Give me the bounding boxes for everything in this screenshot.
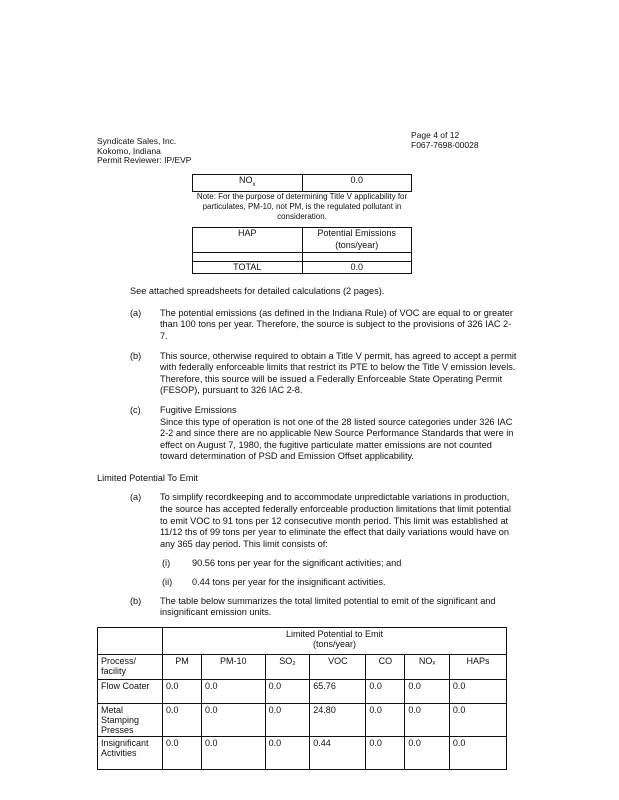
total-value: 0.0 [301, 260, 412, 275]
sub-i: (i) 90.56 tons per year for the signific… [162, 558, 512, 570]
table-cell: 0.44 [309, 735, 367, 770]
table-cell: 0.0 [404, 735, 450, 770]
table-cell: 0.0 [200, 735, 266, 770]
sub-ii-text: 0.44 tons per year for the insignificant… [192, 577, 386, 588]
table-cell: 0.0 [264, 678, 311, 704]
company-name: Syndicate Sales, Inc. [97, 136, 177, 146]
nox-value: 0.0 [301, 173, 412, 193]
column-header: SO₂ [264, 653, 311, 680]
table-cell: 0.0 [200, 702, 266, 737]
row-name: Metal Stamping Presses [97, 702, 163, 737]
nox-table: NOx 0.0 [192, 173, 412, 193]
limited-pte-table: Limited Potential to Emit (tons/year) Pro… [97, 626, 508, 770]
table-cell: 24.80 [309, 702, 367, 737]
item-a-label: (a) [130, 307, 142, 318]
table-row: Flow Coater 0.0 0.0 0.0 65.76 0.0 0.0 0.0 [97, 678, 508, 704]
header-right: Page 4 of 12 F067-7698-00028 [411, 130, 479, 150]
item-b-text: This source, otherwise required to obtai… [160, 350, 517, 396]
limited-b: (b) The table below summarizes the total… [130, 596, 518, 619]
table-row: Metal Stamping Presses 0.0 0.0 0.0 24.80 0.0 0… [97, 702, 508, 737]
limited-pte-heading: Limited Potential To Emit [97, 472, 198, 483]
sub-i-text: 90.56 tons per year for the significant … [192, 558, 402, 569]
table-cell: 0.0 [404, 702, 450, 737]
pm10-note: Note: For the purpose of determining Tit… [196, 192, 408, 222]
sub-ii: (ii) 0.44 tons per year for the insignif… [162, 577, 512, 589]
table-cell: 0.0 [264, 702, 311, 737]
sub-i-label: (i) [162, 558, 171, 569]
item-a: (a) The potential emissions (as defined … [130, 308, 518, 343]
row-name: Insignificant Activities [97, 735, 163, 770]
total-label: TOTAL [192, 260, 303, 275]
item-b-label: (b) [130, 350, 142, 361]
table-cell: 0.0 [365, 678, 406, 704]
page-number: Page 4 of 12 [411, 130, 460, 140]
potential-emissions-header: Potential Emissions (tons/year) [301, 227, 412, 253]
table-cell: 0.0 [200, 678, 266, 704]
table-cell: 0.0 [448, 678, 508, 704]
nox-label: NOx [192, 173, 303, 193]
column-header: NOₓ [404, 653, 450, 680]
table-cell: 0.0 [365, 702, 406, 737]
table-cell: 0.0 [404, 678, 450, 704]
table-cell: 0.0 [448, 735, 508, 770]
table-row: Insignificant Activities 0.0 0.0 0.0 0.44 0.0… [97, 735, 508, 770]
hap-header: HAP [192, 227, 303, 253]
pte-table-units: (tons/year) [312, 638, 356, 649]
item-c-text: Since this type of operation is not one … [160, 416, 514, 462]
limited-b-label: (b) [130, 595, 142, 606]
column-header: PM-10 [200, 653, 266, 680]
limited-a: (a) To simplify recordkeeping and to acc… [130, 492, 518, 550]
table-cell: 0.0 [448, 702, 508, 737]
pte-table-title: Limited Potential to Emit (tons/year) [162, 626, 507, 655]
column-header: VOC [309, 653, 367, 680]
row-header: Process/ facility [97, 653, 163, 680]
table-cell: 0.0 [365, 735, 406, 770]
table-cell: 0.0 [264, 735, 311, 770]
company-location: Kokomo, Indiana [97, 145, 161, 156]
sub-ii-label: (ii) [162, 577, 173, 588]
item-c-title: Fugitive Emissions [160, 404, 237, 415]
column-header: HAPs [448, 653, 508, 680]
row-name: Flow Coater [97, 678, 163, 704]
column-header: CO [365, 653, 406, 680]
header-left: Syndicate Sales, Inc. Kokomo, Indiana Pe… [97, 136, 192, 166]
item-a-text: The potential emissions (as defined in t… [160, 307, 513, 341]
table-cell: 0.0 [162, 678, 202, 704]
item-b: (b) This source, otherwise required to o… [130, 351, 518, 397]
table-cell: 65.76 [309, 678, 367, 704]
see-attached: See attached spreadsheets for detailed c… [130, 286, 385, 297]
column-header: PM [162, 653, 202, 680]
document-body: NOx 0.0 Note: For the purpose of determi… [0, 173, 619, 790]
limited-b-text: The table below summarizes the total lim… [160, 595, 496, 618]
hap-table: HAP Potential Emissions (tons/year) TOTAL… [192, 227, 412, 275]
table-cell: 0.0 [162, 702, 202, 737]
permit-number: F067-7698-00028 [411, 139, 479, 150]
limited-a-text: To simplify recordkeeping and to accommo… [160, 492, 511, 549]
item-c: (c) Fugitive Emissions Since this type o… [130, 405, 518, 463]
permit-reviewer: Permit Reviewer: IP/EVP [97, 155, 192, 165]
limited-a-label: (a) [130, 492, 142, 503]
table-cell: 0.0 [162, 735, 202, 770]
item-c-label: (c) [130, 404, 141, 415]
